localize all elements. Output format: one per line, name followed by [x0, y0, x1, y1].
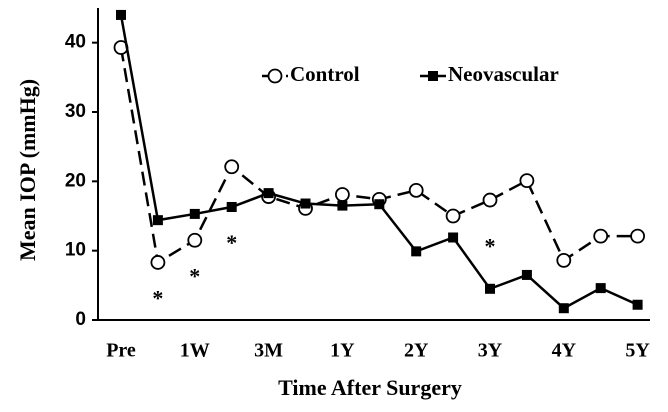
point [408, 182, 424, 198]
point [630, 228, 645, 244]
series-line [119, 47, 638, 265]
x-tick-label: Pre [106, 340, 136, 362]
x-tick-label: 1Y [330, 340, 355, 362]
point [593, 228, 609, 244]
point [632, 299, 643, 310]
significance-mark: * [189, 263, 200, 288]
x-tick-label: 4Y [552, 340, 577, 362]
point [152, 215, 163, 226]
y-tick-label: 30 [65, 101, 86, 122]
point [226, 201, 237, 212]
significance-mark: * [485, 233, 496, 258]
x-tick-label: 3M [254, 340, 283, 362]
point [448, 232, 459, 243]
x-tick-label: 3Y [478, 340, 503, 362]
legend-label: Neovascular [448, 62, 559, 86]
point [187, 232, 203, 248]
point [482, 192, 498, 208]
y-tick-label: 20 [65, 170, 86, 191]
point [445, 208, 461, 224]
point [485, 283, 495, 294]
point [224, 159, 240, 175]
y-tick-label: 10 [65, 240, 86, 261]
legend-marker [428, 71, 438, 81]
point [150, 255, 166, 270]
legend-marker [267, 68, 283, 84]
point [116, 9, 126, 20]
point [411, 246, 422, 257]
point [300, 198, 311, 209]
point [521, 269, 532, 280]
point [519, 173, 535, 189]
legend-label: Control [290, 62, 360, 86]
x-tick-label: 1W [180, 340, 210, 362]
significance-mark: * [152, 286, 163, 311]
point [189, 208, 200, 219]
y-tick-label: 0 [75, 309, 86, 330]
x-axis-label: Time After Surgery [278, 375, 462, 400]
point [556, 252, 572, 268]
y-axis-label: Mean IOP (mmHg) [15, 79, 40, 261]
x-tick-label: 2Y [404, 340, 429, 362]
y-tick-label: 40 [65, 32, 86, 53]
point [334, 187, 350, 202]
point [558, 303, 569, 314]
x-tick-label: 5Y [625, 340, 650, 362]
significance-mark: * [226, 230, 237, 255]
point [595, 283, 606, 294]
point [263, 188, 274, 199]
point [374, 199, 385, 210]
point [337, 200, 348, 211]
